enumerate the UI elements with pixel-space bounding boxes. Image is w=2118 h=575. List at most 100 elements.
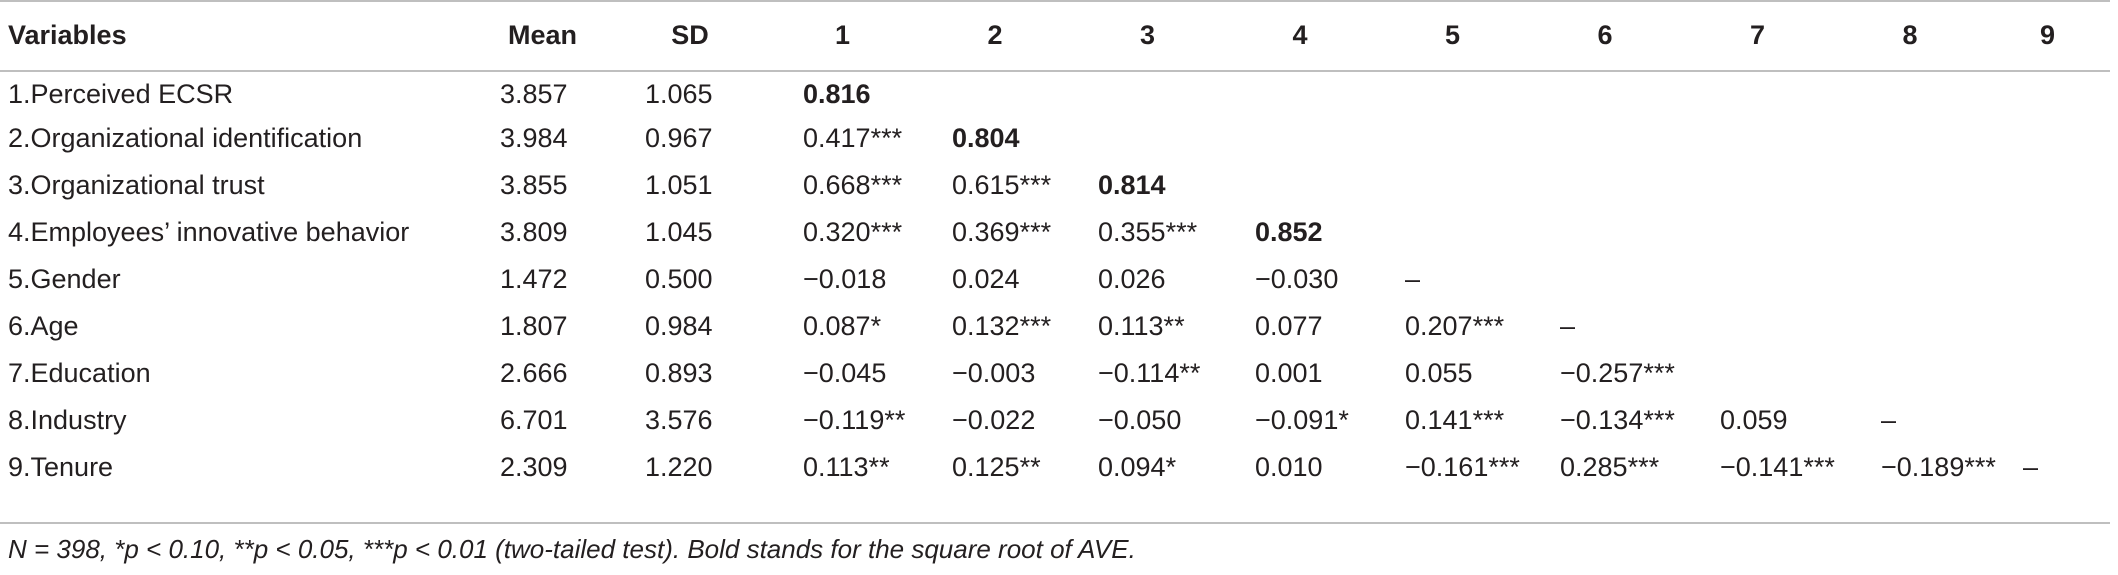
table-row: 4.Employees’ innovative behavior 3.809 1.0… <box>0 209 2110 256</box>
correlation-cell: −0.091* <box>1255 405 1349 435</box>
correlation-table: Variables Mean SD 1 2 3 4 5 6 7 8 9 1.Pe… <box>0 2 2110 491</box>
sd-cell: 0.967 <box>645 123 713 153</box>
correlation-cell: 0.026 <box>1098 264 1166 294</box>
correlation-cell: 0.320*** <box>803 217 903 247</box>
correlation-cell: – <box>1560 311 1576 341</box>
correlation-cell: 0.285*** <box>1560 452 1660 482</box>
table-top-rule <box>0 0 2110 2</box>
correlation-cell: 0.059 <box>1720 405 1788 435</box>
table-header-rule <box>0 70 2110 72</box>
sd-cell: 1.051 <box>645 170 713 200</box>
correlation-cell <box>1530 256 1680 303</box>
correlation-cell: 0.816 <box>803 79 871 109</box>
correlation-cell <box>1835 256 1985 303</box>
table-footnote: N = 398, *p < 0.10, **p < 0.05, ***p < 0… <box>8 534 1136 564</box>
correlation-cell: – <box>2023 452 2039 482</box>
correlation-cell: 0.113** <box>1098 311 1185 341</box>
correlation-cell: 0.668*** <box>803 170 903 200</box>
mean-cell: 2.309 <box>500 452 568 482</box>
variable-name: 9.Tenure <box>8 452 114 482</box>
correlation-cell <box>1985 303 2110 350</box>
correlation-cell <box>1835 115 1985 162</box>
correlation-cell: −0.134*** <box>1560 405 1675 435</box>
header-mean: Mean <box>507 19 578 50</box>
correlation-cell: 0.125** <box>952 452 1041 482</box>
mean-cell: 1.807 <box>500 311 568 341</box>
correlation-cell: – <box>1405 264 1421 294</box>
correlation-cell: 0.087* <box>803 311 882 341</box>
correlation-cell <box>1680 162 1835 209</box>
correlation-cell: 0.113** <box>803 452 890 482</box>
mean-cell: 6.701 <box>500 405 568 435</box>
header-col-7: 7 <box>1749 19 1766 50</box>
correlation-cell: −0.022 <box>952 405 1036 435</box>
correlation-cell: −0.257*** <box>1560 358 1675 388</box>
correlation-cell <box>1530 162 1680 209</box>
mean-cell: 3.809 <box>500 217 568 247</box>
correlation-cell <box>1225 115 1375 162</box>
correlation-cell: −0.030 <box>1255 264 1339 294</box>
header-col-1: 1 <box>834 19 851 50</box>
table-row: 7.Education 2.666 0.893 −0.045 −0.003 −0.114*… <box>0 350 2110 397</box>
correlation-cell: – <box>1881 405 1897 435</box>
correlation-cell: −0.045 <box>803 358 887 388</box>
correlation-cell: 0.024 <box>952 264 1020 294</box>
table-row: 8.Industry 6.701 3.576 −0.119** −0.022 −0.050… <box>0 397 2110 444</box>
variable-name: 5.Gender <box>8 264 121 294</box>
correlation-cell: 0.369*** <box>952 217 1052 247</box>
correlation-cell <box>1070 68 1225 115</box>
correlation-cell: 0.417*** <box>803 123 903 153</box>
correlation-cell: −0.114** <box>1098 358 1201 388</box>
correlation-cell <box>1835 162 1985 209</box>
table-row: 3.Organizational trust 3.855 1.051 0.668***… <box>0 162 2110 209</box>
correlation-cell: 0.001 <box>1255 358 1323 388</box>
correlation-cell <box>1835 209 1985 256</box>
correlation-cell <box>1530 209 1680 256</box>
correlation-cell: −0.189*** <box>1881 452 1996 482</box>
sd-cell: 1.065 <box>645 79 713 109</box>
correlation-cell <box>1680 256 1835 303</box>
correlation-cell: −0.119** <box>803 405 906 435</box>
header-variables: Variables <box>8 19 127 50</box>
sd-cell: 1.045 <box>645 217 713 247</box>
correlation-cell: 0.355*** <box>1098 217 1198 247</box>
header-col-6: 6 <box>1597 19 1613 50</box>
correlation-cell: −0.003 <box>952 358 1036 388</box>
mean-cell: 1.472 <box>500 264 568 294</box>
correlation-cell: −0.141*** <box>1720 452 1835 482</box>
table-bottom-rule <box>0 522 2110 524</box>
variable-name: 2.Organizational identification <box>8 123 363 153</box>
correlation-cell <box>1375 115 1530 162</box>
correlation-cell: 0.615*** <box>952 170 1052 200</box>
correlation-cell <box>1225 162 1375 209</box>
correlation-cell: 0.010 <box>1255 452 1323 482</box>
correlation-cell <box>1985 397 2110 444</box>
correlation-cell: 0.077 <box>1255 311 1323 341</box>
correlation-cell <box>1985 350 2110 397</box>
header-col-5: 5 <box>1444 19 1461 50</box>
table-row: 5.Gender 1.472 0.500 −0.018 0.024 0.026 −0.030… <box>0 256 2110 303</box>
correlation-cell <box>1985 256 2110 303</box>
sd-cell: 0.893 <box>645 358 713 388</box>
correlation-cell: 0.094* <box>1098 452 1177 482</box>
correlation-cell <box>1070 115 1225 162</box>
header-sd: SD <box>671 19 709 50</box>
correlation-cell <box>1375 209 1530 256</box>
header-col-8: 8 <box>1902 19 1918 50</box>
correlation-cell: 0.814 <box>1098 170 1166 200</box>
variable-name: 3.Organizational trust <box>8 170 265 200</box>
correlation-cell <box>1375 68 1530 115</box>
mean-cell: 3.984 <box>500 123 568 153</box>
correlation-cell <box>1835 350 1985 397</box>
mean-cell: 2.666 <box>500 358 568 388</box>
header-col-3: 3 <box>1139 19 1156 50</box>
correlation-cell <box>1835 303 1985 350</box>
table-row: 1.Perceived ECSR 3.857 1.065 0.816 <box>0 68 2110 115</box>
correlation-cell <box>1985 162 2110 209</box>
correlation-cell <box>1530 115 1680 162</box>
variable-name: 6.Age <box>8 311 79 341</box>
correlation-cell <box>1985 209 2110 256</box>
correlation-cell: 0.055 <box>1405 358 1473 388</box>
correlation-cell <box>1680 209 1835 256</box>
correlation-cell: 0.852 <box>1255 217 1323 247</box>
